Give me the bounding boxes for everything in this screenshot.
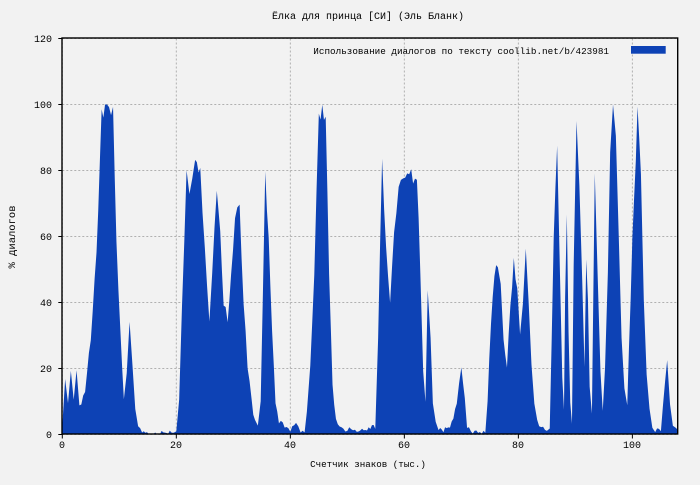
- svg-text:120: 120: [34, 35, 52, 46]
- svg-text:0: 0: [59, 441, 65, 452]
- svg-text:40: 40: [40, 299, 52, 310]
- svg-text:60: 60: [40, 233, 52, 244]
- svg-text:80: 80: [40, 167, 52, 178]
- svg-text:Использование диалогов по текс: Использование диалогов по тексту coollib…: [313, 46, 609, 57]
- svg-text:% диалогов: % диалогов: [7, 205, 19, 268]
- svg-text:Счетчик знаков (тыс.): Счетчик знаков (тыс.): [310, 459, 426, 470]
- svg-text:100: 100: [34, 101, 52, 112]
- svg-text:80: 80: [512, 441, 524, 452]
- svg-text:Ёлка для принца [СИ] (Эль Блан: Ёлка для принца [СИ] (Эль Бланк): [272, 10, 464, 23]
- svg-text:40: 40: [284, 441, 296, 452]
- svg-text:0: 0: [46, 431, 52, 442]
- svg-text:20: 20: [40, 365, 52, 376]
- svg-text:60: 60: [398, 441, 410, 452]
- svg-text:100: 100: [623, 441, 641, 452]
- svg-text:20: 20: [170, 441, 182, 452]
